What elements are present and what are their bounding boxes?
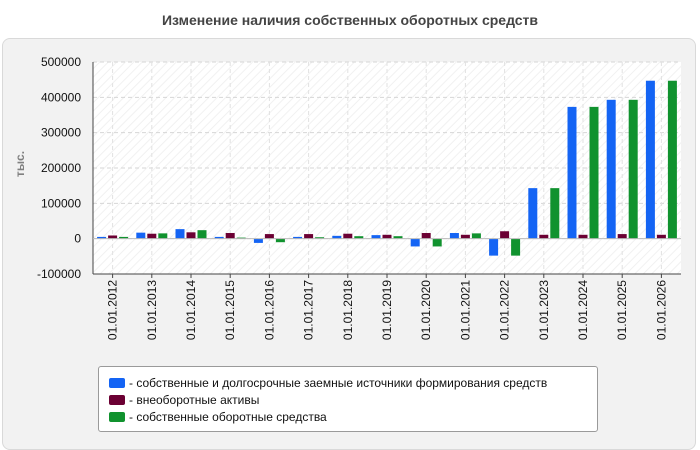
- legend-swatch-own-and-longterm: [109, 377, 125, 388]
- bar-1-11: [489, 238, 499, 256]
- bar-2-6: [304, 234, 314, 239]
- bar-2-12: [539, 234, 549, 239]
- bar-3-7: [354, 236, 364, 239]
- bar-2-7: [343, 233, 353, 239]
- bar-3-11: [511, 238, 521, 256]
- bar-2-13: [578, 234, 588, 239]
- bar-2-11: [500, 231, 510, 239]
- bar-2-9: [421, 233, 431, 239]
- x-tick-label: 01.01.2015: [223, 280, 237, 340]
- y-tick-label: 100000: [41, 196, 81, 210]
- y-tick-label: 400000: [41, 90, 81, 104]
- bar-2-2: [147, 233, 157, 239]
- x-tick-label: 01.01.2021: [458, 280, 472, 340]
- bar-1-4: [214, 236, 224, 239]
- bar-2-4: [225, 233, 235, 239]
- x-tick-label: 01.01.2013: [145, 280, 159, 340]
- x-tick-label: 01.01.2024: [576, 280, 590, 340]
- x-tick-label: 01.01.2025: [615, 280, 629, 340]
- bar-1-10: [449, 233, 459, 239]
- bar-1-5: [253, 238, 263, 243]
- legend-swatch-own-working-capital: [109, 411, 125, 422]
- bar-3-9: [432, 238, 442, 247]
- y-axis-label: тыс.: [13, 151, 27, 177]
- bar-1-13: [567, 106, 577, 239]
- bar-3-14: [628, 99, 638, 239]
- bars: [97, 80, 677, 256]
- y-tick-label: 300000: [41, 126, 81, 140]
- legend: - собственные и долгосрочные заемные ист…: [98, 366, 598, 432]
- legend-swatch-noncurrent-assets: [109, 394, 125, 405]
- bar-1-14: [606, 99, 616, 239]
- y-tick-label: 500000: [41, 55, 81, 69]
- y-tick-label: 200000: [41, 161, 81, 175]
- bar-2-14: [617, 234, 627, 239]
- x-tick-label: 01.01.2016: [262, 280, 276, 340]
- x-tick-label: 01.01.2014: [184, 280, 198, 340]
- bar-1-15: [645, 80, 655, 239]
- x-tick-label: 01.01.2026: [654, 280, 668, 340]
- bar-1-1: [97, 236, 107, 239]
- legend-label-noncurrent-assets: - внеоборотные активы: [129, 392, 260, 407]
- bar-2-10: [460, 234, 470, 239]
- bar-1-9: [410, 238, 420, 247]
- bar-3-15: [667, 80, 677, 239]
- bar-3-2: [158, 233, 168, 239]
- axes: 500000 400000 300000 200000 100000 0 -100000 01…: [37, 55, 681, 340]
- bar-3-5: [275, 238, 285, 243]
- x-tick-label: 01.01.2022: [498, 280, 512, 340]
- x-tick-label: 01.01.2018: [341, 280, 355, 340]
- legend-item: - собственные оборотные средства: [109, 408, 597, 425]
- bar-3-4: [236, 237, 246, 239]
- y-tick-label: -100000: [37, 267, 81, 281]
- bar-3-3: [197, 230, 207, 239]
- legend-label-own-and-longterm: - собственные и долгосрочные заемные ист…: [129, 375, 548, 390]
- bar-3-6: [315, 237, 325, 239]
- legend-item: - собственные и долгосрочные заемные ист…: [109, 374, 597, 391]
- bar-1-6: [293, 236, 303, 239]
- legend-label-own-working-capital: - собственные оборотные средства: [129, 409, 327, 424]
- bar-3-1: [119, 236, 129, 239]
- x-tick-label: 01.01.2023: [537, 280, 551, 340]
- bar-2-15: [656, 234, 666, 239]
- bar-3-10: [471, 233, 481, 239]
- bar-2-5: [264, 234, 274, 239]
- x-tick-label: 01.01.2017: [302, 280, 316, 340]
- y-tick-label: 0: [74, 232, 81, 246]
- bar-1-2: [136, 232, 146, 239]
- bar-2-3: [186, 232, 196, 239]
- bar-3-12: [550, 188, 560, 239]
- x-tick-label: 01.01.2012: [106, 280, 120, 340]
- bar-3-13: [589, 106, 599, 239]
- chart-title: Изменение наличия собственных оборотных …: [161, 12, 539, 28]
- legend-item: - внеоборотные активы: [109, 391, 597, 408]
- x-tick-label: 01.01.2020: [419, 280, 433, 340]
- bar-1-3: [175, 229, 185, 239]
- bar-3-8: [393, 236, 403, 239]
- bar-1-12: [528, 188, 538, 239]
- bar-1-7: [332, 235, 342, 239]
- bar-2-1: [108, 235, 118, 239]
- bar-1-8: [371, 235, 381, 239]
- x-tick-label: 01.01.2019: [380, 280, 394, 340]
- bar-2-8: [382, 234, 392, 239]
